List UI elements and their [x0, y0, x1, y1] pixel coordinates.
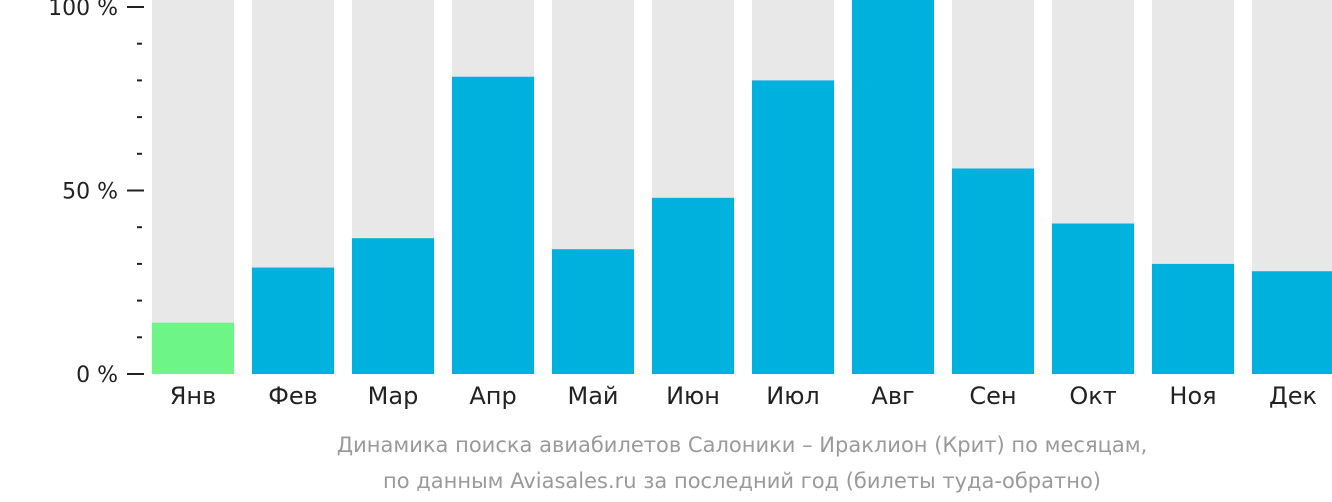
- bar-3[interactable]: [352, 238, 434, 374]
- bar-8[interactable]: [852, 0, 934, 374]
- y-tick-label-1: 0 %: [76, 363, 118, 388]
- bars: [152, 0, 1332, 375]
- x-tick-label-7: Июл: [766, 382, 820, 410]
- x-tick-label-11: Ноя: [1169, 382, 1216, 410]
- x-tick-label-4: Апр: [469, 382, 516, 410]
- x-tick-label-10: Окт: [1069, 382, 1116, 410]
- y-axis: 0 % 50 % 100 %: [48, 0, 144, 388]
- bar-10[interactable]: [1052, 223, 1134, 374]
- chart-caption: Динамика поиска авиабилетов Салоники – И…: [337, 433, 1148, 493]
- bar-track-1: [152, 0, 234, 374]
- y-tick-label-2: 50 %: [62, 180, 118, 205]
- bar-2[interactable]: [252, 267, 334, 374]
- x-tick-label-9: Сен: [969, 382, 1016, 410]
- x-tick-label-6: Июн: [666, 382, 720, 410]
- bar-7[interactable]: [752, 80, 834, 375]
- bar-4[interactable]: [452, 76, 534, 374]
- caption-line-1: Динамика поиска авиабилетов Салоники – И…: [337, 433, 1148, 457]
- y-tick-label-3: 100 %: [48, 0, 118, 21]
- bar-6[interactable]: [652, 197, 734, 374]
- bar-11[interactable]: [1152, 263, 1234, 374]
- x-tick-label-3: Мар: [368, 382, 419, 410]
- caption-line-2: по данным Aviasales.ru за последний год …: [383, 469, 1101, 493]
- x-tick-label-5: Май: [567, 382, 618, 410]
- bar-1[interactable]: [152, 322, 234, 374]
- bar-9[interactable]: [952, 168, 1034, 374]
- x-tick-label-8: Авг: [871, 382, 914, 410]
- x-tick-label-12: Дек: [1269, 382, 1317, 410]
- x-tick-label-2: Фев: [268, 382, 318, 410]
- bar-12[interactable]: [1252, 271, 1332, 374]
- x-axis-labels: Янв Фев Мар Апр Май Июн Июл Авг Сен Окт Ноя Дек: [170, 382, 1317, 410]
- bar-5[interactable]: [552, 249, 634, 374]
- x-tick-label-1: Янв: [170, 382, 217, 410]
